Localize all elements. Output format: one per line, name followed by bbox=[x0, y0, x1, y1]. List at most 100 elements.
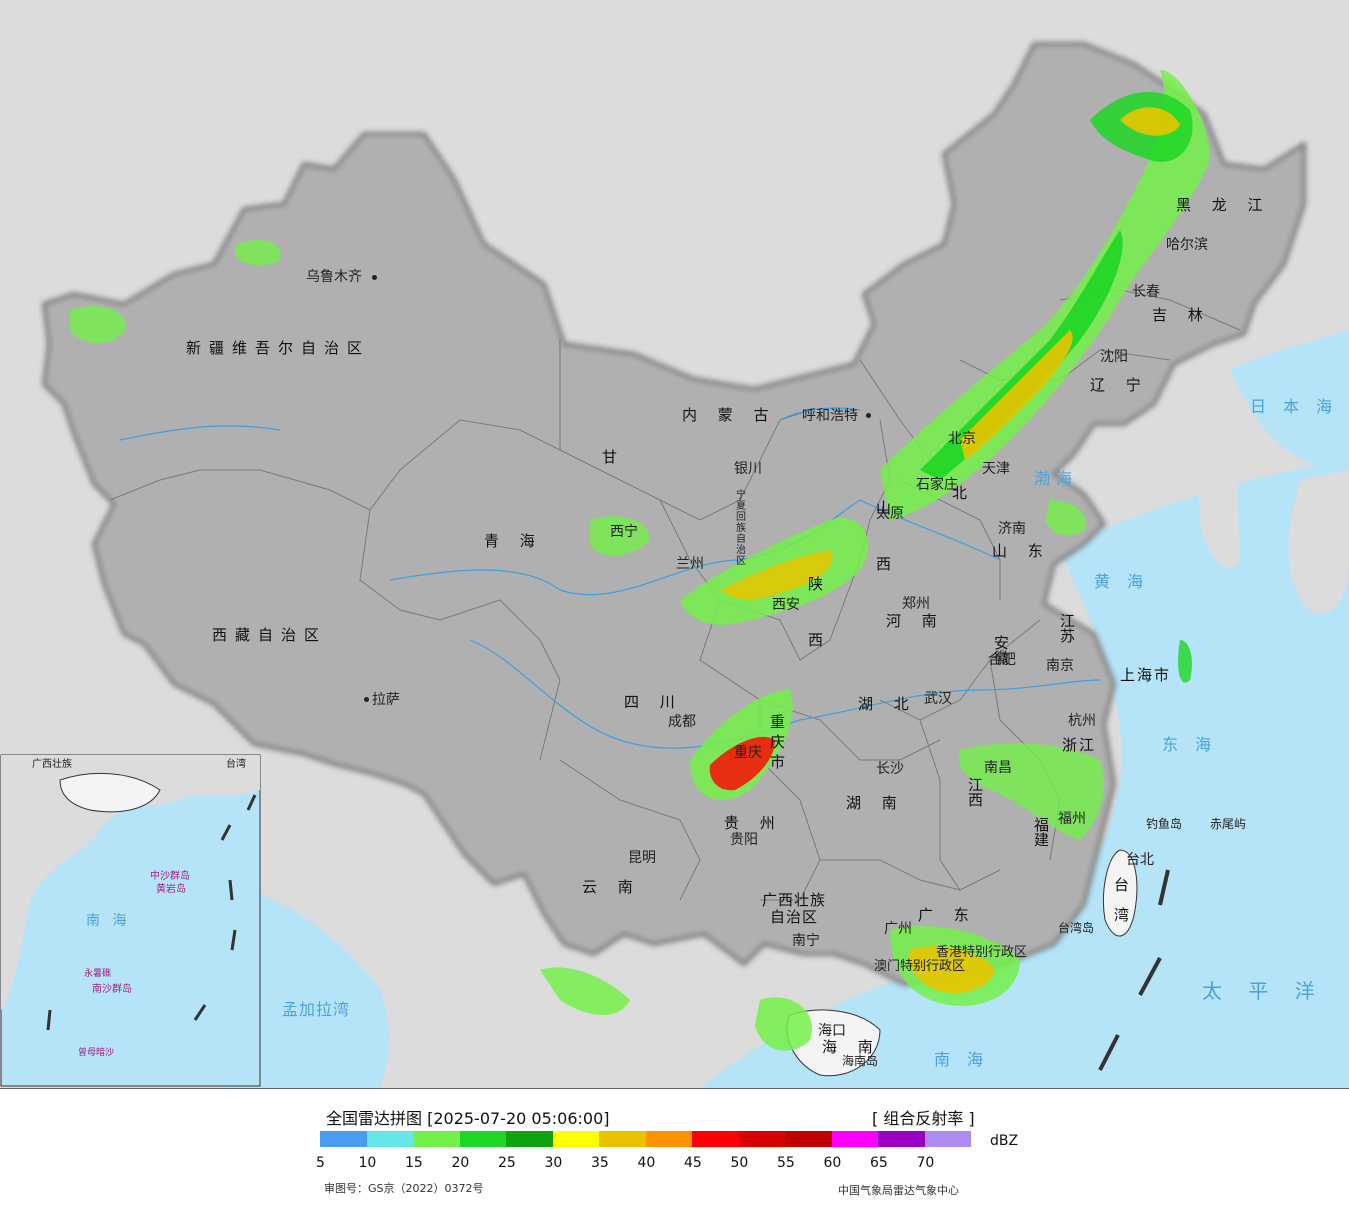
province-label-jiangxi: 江 西 bbox=[968, 776, 992, 809]
city-label-wuhan: 武汉 bbox=[924, 691, 952, 707]
province-label-neimeng: 内 蒙 古 bbox=[682, 406, 777, 424]
color-swatch bbox=[645, 1131, 692, 1147]
province-label-shaanxi: 陕 西 bbox=[808, 575, 832, 649]
city-dot bbox=[364, 697, 369, 702]
province-label-qinghai: 青 海 bbox=[484, 532, 543, 550]
radar-echoes bbox=[70, 70, 1210, 1051]
south-china-sea-inset bbox=[0, 754, 261, 1087]
city-label-lanzhou: 兰州 bbox=[676, 556, 704, 572]
province-label-hebei: 北 bbox=[952, 484, 976, 502]
city-label-zhengzhou: 郑州 bbox=[902, 596, 930, 612]
color-scale-tick: 60 bbox=[823, 1155, 842, 1171]
island-label-hainan: 海南岛 bbox=[842, 1054, 879, 1068]
inset-label-taiwan: 台湾 bbox=[226, 759, 246, 770]
province-label-hubei: 湖 北 bbox=[858, 695, 917, 713]
city-label-hangzhou: 杭州 bbox=[1068, 713, 1096, 729]
color-scale-tick: 5 bbox=[316, 1155, 325, 1171]
color-scale-tick: 55 bbox=[777, 1155, 795, 1171]
color-swatch bbox=[785, 1131, 832, 1147]
province-label-xinjiang: 新疆维吾尔自治区 bbox=[186, 339, 371, 357]
province-label-jilin: 吉 林 bbox=[1152, 306, 1211, 324]
city-label-nanchang: 南昌 bbox=[984, 760, 1012, 776]
province-label-fujian: 福 建 bbox=[1034, 816, 1058, 849]
province-label-hongkong: 香港特别行政区 bbox=[936, 945, 1028, 960]
province-label-liaoning: 辽 宁 bbox=[1090, 376, 1149, 394]
city-label-nanning: 南宁 bbox=[792, 933, 820, 949]
province-label-sichuan: 四 川 bbox=[624, 693, 683, 711]
province-label-shanghai: 上海市 bbox=[1120, 666, 1172, 684]
city-label-lhasa: 拉萨 bbox=[372, 692, 400, 708]
province-label-gansu: 甘 bbox=[602, 448, 626, 466]
color-swatch bbox=[413, 1131, 460, 1147]
color-scale-tick: 50 bbox=[730, 1155, 749, 1171]
color-swatch bbox=[599, 1131, 646, 1147]
unit-label: dBZ bbox=[990, 1133, 1019, 1149]
color-scale bbox=[320, 1131, 971, 1147]
province-label-taiwan: 台湾 bbox=[1114, 876, 1130, 924]
color-swatch bbox=[320, 1131, 367, 1147]
taiwan-island bbox=[1102, 849, 1138, 937]
color-swatch bbox=[738, 1131, 785, 1147]
province-label-zhejiang: 浙江 bbox=[1062, 736, 1097, 754]
sea-label-ribenhai: 日 本 海 bbox=[1250, 397, 1339, 416]
color-scale-tick: 45 bbox=[684, 1155, 702, 1171]
product-name: [ 组合反射率 ] bbox=[872, 1109, 975, 1128]
map-approval-number: 审图号：GS京（2022）0372号 bbox=[324, 1182, 484, 1195]
radar-map: 新疆维吾尔自治区 西藏自治区 青 海 甘 四 川 云 南 贵 州 广西壮族 自治… bbox=[0, 0, 1349, 1089]
color-swatch bbox=[506, 1131, 553, 1147]
city-label-taiyuan: 太原 bbox=[876, 506, 904, 522]
legend-footer: 全国雷达拼图 [2025-07-20 05:06:00] [ 组合反射率 ] 5… bbox=[0, 1089, 1349, 1208]
sea-label-donghai: 东 海 bbox=[1162, 735, 1218, 754]
city-label-xian: 西安 bbox=[772, 597, 800, 613]
sea-label-huanghai: 黄 海 bbox=[1094, 572, 1150, 591]
province-label-ningxia: 宁夏回族自治区 bbox=[736, 490, 746, 567]
city-label-chongqing-city: 重庆 bbox=[734, 745, 762, 761]
province-label-guangxi: 广西壮族 bbox=[762, 891, 827, 909]
korea-land bbox=[1160, 396, 1250, 568]
city-label-guiyang: 贵阳 bbox=[730, 832, 758, 848]
province-label-hainan: 海 南 bbox=[822, 1038, 881, 1056]
color-swatch bbox=[552, 1131, 599, 1147]
color-scale-tick: 10 bbox=[358, 1155, 377, 1171]
city-label-changsha: 长沙 bbox=[876, 761, 904, 777]
city-label-beijing: 北京 bbox=[948, 431, 976, 447]
city-label-shijiazhuang: 石家庄 bbox=[916, 477, 958, 493]
color-scale-tick: 15 bbox=[405, 1155, 423, 1171]
province-label-guizhou: 贵 州 bbox=[724, 814, 783, 832]
inset-label-zhongsha: 中沙群岛 bbox=[150, 871, 190, 882]
province-label-guangdong: 广 东 bbox=[918, 906, 977, 924]
japan-land bbox=[1288, 470, 1349, 615]
city-dot bbox=[866, 413, 871, 418]
city-label-xining: 西宁 bbox=[610, 524, 638, 540]
city-label-hefei: 合肥 bbox=[988, 652, 1016, 668]
inset-label-nansha: 南沙群岛 bbox=[92, 984, 132, 995]
color-swatch bbox=[692, 1131, 739, 1147]
color-swatch bbox=[831, 1131, 878, 1147]
color-scale-tick: 70 bbox=[916, 1155, 935, 1171]
inset-sea-label-nanhai: 南 海 bbox=[86, 913, 131, 929]
inset-label-zengmu: 曾母暗沙 bbox=[78, 1048, 115, 1058]
color-swatch bbox=[878, 1131, 925, 1147]
inset-label-huangyan: 黄岩岛 bbox=[156, 884, 186, 895]
color-scale-tick: 25 bbox=[498, 1155, 516, 1171]
island-label-taiwan: 台湾岛 bbox=[1058, 921, 1095, 935]
city-label-kunming: 昆明 bbox=[628, 850, 656, 866]
province-label-henan: 河 南 bbox=[886, 612, 945, 630]
sea-label-taipingyang: 太 平 洋 bbox=[1202, 979, 1325, 1003]
city-label-changchun: 长春 bbox=[1132, 284, 1160, 300]
inset-label-guangxi: 广西壮族 bbox=[32, 759, 72, 770]
sea-label-nanhai: 南 海 bbox=[934, 1050, 990, 1069]
province-label-chongqing: 重庆市 bbox=[770, 713, 786, 771]
province-label-heilongjiang: 黑 龙 江 bbox=[1176, 196, 1271, 214]
city-label-hohhot: 呼和浩特 bbox=[802, 408, 858, 424]
province-label-yunnan: 云 南 bbox=[582, 878, 641, 896]
inset-label-yongshu: 永暑礁 bbox=[84, 969, 112, 979]
province-borders bbox=[109, 289, 1241, 901]
city-label-taibei: 台北 bbox=[1126, 852, 1154, 868]
city-label-haikou: 海口 bbox=[818, 1023, 846, 1039]
color-scale-tick: 40 bbox=[637, 1155, 656, 1171]
color-scale-tick: 30 bbox=[544, 1155, 563, 1171]
color-scale-tick: 20 bbox=[451, 1155, 470, 1171]
province-label-shanxi: 山 西 bbox=[876, 499, 900, 573]
city-label-urumqi: 乌鲁木齐 bbox=[306, 269, 362, 285]
